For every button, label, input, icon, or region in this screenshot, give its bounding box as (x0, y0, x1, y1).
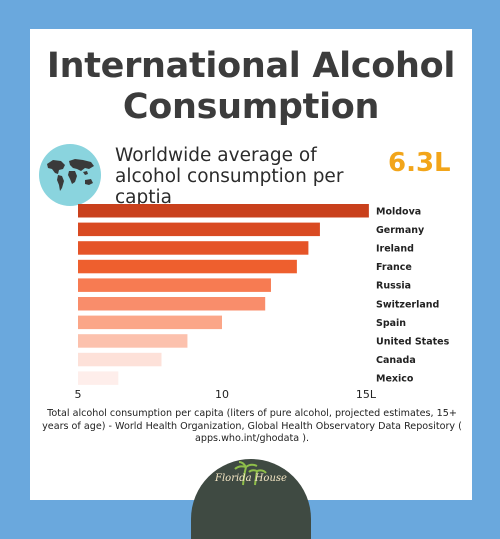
globe-badge (39, 144, 101, 206)
x-tick-label: 5 (75, 388, 82, 401)
florida-house-logo: Florida House (191, 459, 311, 539)
source-note: Total alcohol consumption per capita (li… (42, 408, 462, 444)
bar-germany (78, 222, 320, 237)
palm-tree-icon (234, 461, 267, 486)
world-map-icon (47, 159, 94, 191)
bar-chart: Moldova Germany Ireland France Russia Switzer… (75, 204, 450, 401)
bar-canada (78, 352, 162, 367)
bar-switzerland (78, 297, 266, 311)
category-label: Switzerland (376, 299, 439, 310)
bar-moldova (78, 204, 369, 218)
chart-subtitle: Worldwide average of alcohol consumption… (115, 145, 344, 208)
category-label: Canada (376, 355, 416, 366)
page-title: International Alcohol Consumption (46, 46, 456, 127)
bar-mexico (78, 371, 119, 385)
logo-text: Florida House (215, 473, 287, 484)
x-tick-label: 10 (215, 388, 229, 401)
category-label: Spain (376, 318, 406, 329)
average-value: 6.3L (388, 148, 451, 178)
category-label: France (376, 262, 412, 273)
category-label: Russia (376, 281, 411, 292)
category-label: United States (376, 336, 450, 347)
bar-france (78, 259, 297, 274)
x-tick-label: 15L (356, 388, 377, 401)
category-label: Moldova (376, 206, 421, 217)
bar-ireland (78, 241, 309, 255)
infographic-card: International Alcohol Consumption Worldw… (30, 29, 472, 539)
bar-united-states (78, 334, 188, 348)
bar-spain (78, 315, 222, 330)
category-label: Ireland (376, 243, 414, 254)
category-label: Germany (376, 225, 425, 236)
category-label: Mexico (376, 374, 414, 385)
bar-russia (78, 278, 271, 292)
